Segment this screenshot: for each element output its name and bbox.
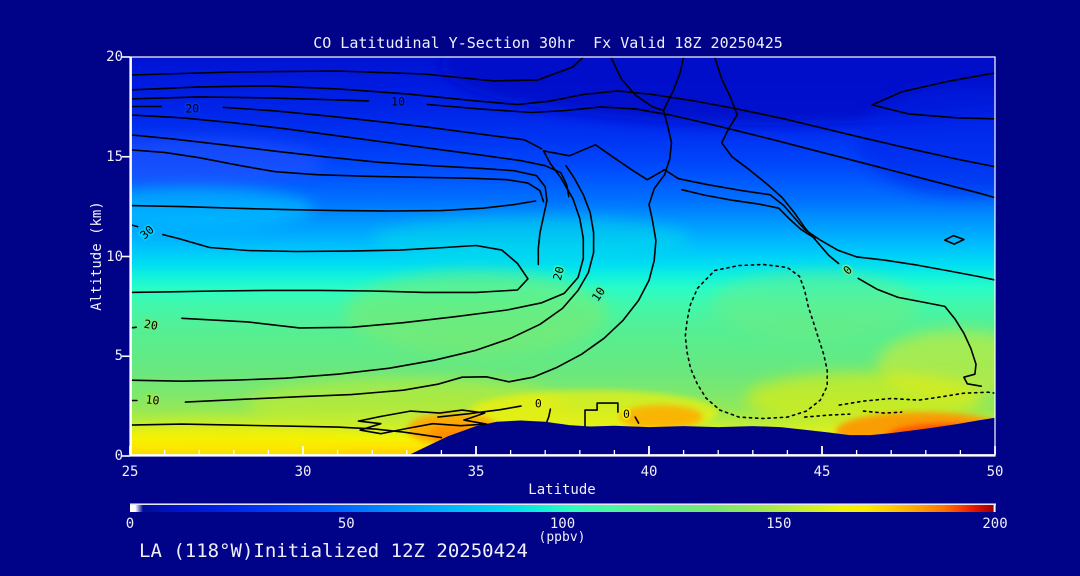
- contour-line-solid: [871, 72, 995, 120]
- fill-patch: [441, 57, 995, 125]
- contour-line-dotted: [862, 410, 903, 414]
- contour-value-label: 20: [550, 265, 567, 282]
- contour-line-solid: [943, 234, 965, 245]
- fill-hotspot-patches: [130, 57, 995, 456]
- contour-line-solid: [610, 57, 685, 112]
- fill-patch: [856, 84, 995, 197]
- y-axis-label: Altitude (km): [89, 201, 105, 311]
- contour-line-solid: [130, 200, 537, 212]
- fill-patch: [372, 216, 691, 261]
- colorbar-tick-label: 150: [766, 516, 792, 532]
- contour-value-label: 10: [145, 392, 160, 407]
- contour-line-solid: [130, 96, 370, 102]
- contour-line-solid: [426, 103, 995, 199]
- colorbar-tick-label: 100: [549, 516, 576, 532]
- fill-patch: [711, 270, 919, 339]
- y-tick-label: 10: [106, 248, 123, 265]
- x-axis-label: Latitude: [528, 482, 596, 498]
- contour-line-solid: [634, 416, 640, 424]
- contour-value-label: 10: [391, 94, 405, 108]
- colorbar: [130, 503, 996, 512]
- contour-line-solid: [130, 85, 995, 168]
- colorbar-unit-label: (ppbv): [538, 530, 586, 545]
- contour-line-solid: [222, 106, 543, 150]
- x-tick-label: 25: [121, 464, 139, 480]
- contour-lines: [130, 57, 995, 439]
- contour-line-solid: [546, 408, 552, 423]
- contour-line-solid: [437, 405, 522, 418]
- x-tick-label: 45: [813, 464, 831, 480]
- contour-value-label: 0: [623, 407, 630, 421]
- fill-patch: [619, 405, 703, 430]
- contour-line-solid: [681, 188, 816, 240]
- y-tick-label: 20: [106, 49, 123, 65]
- colorbar-end-cap: [993, 505, 996, 512]
- contour-line-solid: [857, 277, 983, 388]
- y-tick-label: 15: [106, 148, 123, 165]
- contour-line-solid: [130, 423, 443, 439]
- terrain-polygon: [406, 417, 995, 456]
- contour-line-solid: [584, 402, 619, 427]
- y-tick-label: 5: [114, 348, 123, 365]
- contour-line-solid: [184, 109, 673, 403]
- x-tick-label: 40: [640, 464, 658, 480]
- x-tick-label: 30: [294, 464, 312, 480]
- contour-value-label: 0: [535, 397, 542, 411]
- colorbar-top-border: [130, 503, 996, 505]
- fill-patch: [344, 270, 608, 355]
- contour-line-solid: [181, 144, 995, 329]
- fill-patch: [130, 422, 352, 456]
- contour-value-label: 20: [185, 101, 199, 115]
- contour-line-solid: [130, 149, 545, 203]
- contour-line-solid: [130, 233, 529, 294]
- contour-line-solid: [130, 57, 585, 82]
- terrain-silhouette: [406, 417, 995, 456]
- contour-line-solid: [357, 409, 488, 435]
- x-tick-label: 35: [467, 464, 485, 480]
- contour-line-dotted: [803, 413, 851, 418]
- colorbar-tick-label: 200: [982, 516, 1008, 532]
- chart-title: CO Latitudinal Y-Section 30hr Fx Valid 1…: [313, 34, 783, 52]
- fill-patch: [130, 136, 324, 189]
- y-tick-label: 0: [114, 448, 123, 464]
- contour-line-solid: [130, 114, 570, 198]
- colorbar-tick-label: 0: [125, 516, 135, 532]
- colorbar-gradient: [130, 505, 995, 512]
- colorbar-tick-label: 50: [337, 516, 355, 532]
- init-footer-text: LA (118°W)Initialized 12Z 20250424: [139, 540, 528, 562]
- contour-line-solid: [130, 164, 595, 383]
- contour-value-label: 20: [143, 317, 159, 333]
- contour-line-solid: [130, 134, 548, 266]
- contour-line-dotted: [684, 263, 829, 420]
- axis-ticks: [122, 56, 996, 457]
- x-tick-label: 50: [986, 464, 1004, 480]
